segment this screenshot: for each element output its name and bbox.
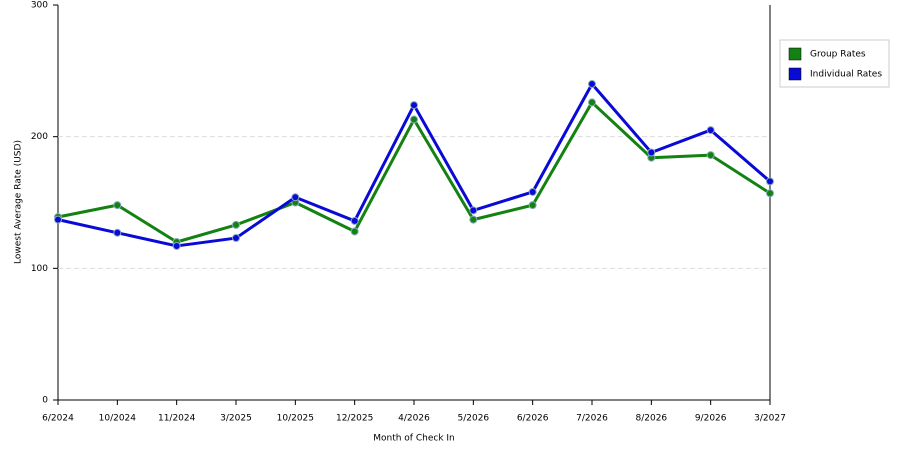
point — [647, 148, 656, 157]
point — [232, 234, 240, 243]
point — [172, 241, 181, 250]
point — [291, 193, 300, 202]
x-tick-label: 6/2024 — [42, 414, 74, 424]
y-tick-label: 100 — [31, 264, 48, 274]
point — [410, 115, 418, 124]
point — [528, 187, 537, 196]
point — [766, 189, 774, 198]
point — [350, 216, 359, 225]
point — [54, 215, 62, 224]
x-tick-label: 10/2024 — [99, 414, 137, 424]
point — [528, 201, 537, 210]
x-tick-label: 11/2024 — [158, 414, 196, 424]
y-tick-label: 300 — [31, 1, 48, 11]
x-tick-label: 9/2026 — [695, 414, 727, 424]
x-tick-label: 6/2026 — [517, 414, 549, 424]
point — [113, 228, 122, 237]
point — [766, 177, 774, 186]
point — [588, 80, 596, 88]
y-tick-label: 200 — [31, 132, 48, 142]
y-axis-title: Lowest Average Rate (USD) — [14, 140, 24, 264]
x-tick-label: 3/2027 — [754, 414, 786, 424]
x-tick-label: 4/2026 — [398, 414, 430, 424]
point — [469, 206, 478, 215]
x-tick-label: 3/2025 — [220, 414, 252, 424]
point — [350, 227, 359, 236]
point — [410, 101, 418, 110]
y-tick-label: 0 — [42, 396, 48, 406]
legend-label: Individual Rates — [810, 70, 882, 80]
x-tick-label: 7/2026 — [576, 414, 608, 424]
x-tick-label: 12/2025 — [336, 414, 373, 424]
x-tick-label: 10/2025 — [277, 414, 314, 424]
point — [588, 98, 596, 107]
point — [706, 151, 715, 160]
legend-swatch — [788, 67, 802, 81]
point — [469, 215, 478, 224]
point — [706, 126, 715, 135]
x-axis-title: Month of Check In — [373, 434, 455, 444]
legend-label: Group Rates — [810, 50, 866, 60]
point — [232, 220, 240, 229]
x-tick-label: 8/2026 — [635, 414, 667, 424]
x-tick-label: 5/2026 — [457, 414, 489, 424]
point — [113, 201, 122, 210]
legend-swatch — [788, 47, 802, 61]
